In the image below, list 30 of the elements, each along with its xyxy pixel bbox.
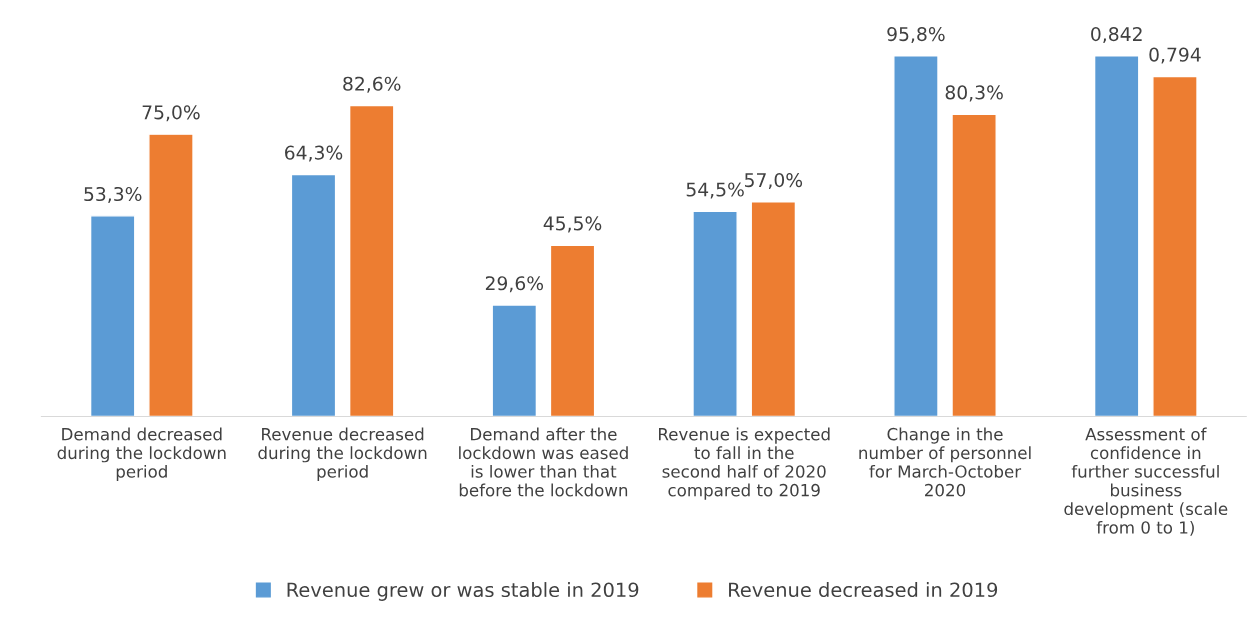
bar (89, 215, 136, 417)
legend-label: Revenue decreased in 2019 (729, 582, 998, 598)
bar (750, 201, 797, 417)
x-tick-label: Revenue is expected to fall in the second half of 2020 compared to 2019 (659, 427, 830, 500)
data-label: 80,3% (945, 85, 1003, 102)
bar (148, 133, 194, 417)
bar (893, 55, 939, 417)
bar (348, 104, 395, 417)
legend-label: Revenue grew or was stable in 2019 (287, 582, 639, 601)
data-label: 0,842 (1091, 26, 1142, 44)
bar (549, 244, 596, 417)
bar (290, 173, 337, 417)
data-label: 75,0% (142, 105, 200, 122)
x-tick-label: Change in the number of personnel for March-October 2020 (859, 427, 1031, 497)
data-label: 0,794 (1149, 47, 1201, 64)
bar (491, 304, 538, 417)
data-label: 53,3% (84, 186, 142, 204)
data-label: 64,3% (285, 145, 343, 162)
x-tick-label: Assessment of confidence in further successful business development (scale from 0 to 1) (1064, 427, 1228, 536)
x-tick-label: Demand after the lockdown was eased is lower than that before the lockdown (459, 427, 628, 497)
data-label: 57,0% (745, 173, 803, 190)
data-label: 54,5% (686, 182, 744, 199)
data-label: 29,6% (485, 276, 544, 293)
data-label: 82,6% (343, 76, 401, 93)
x-tick-label: Demand decreased during the lockdown period (57, 427, 226, 482)
data-label: 95,8% (887, 26, 945, 44)
bar (951, 113, 997, 417)
x-tick-label: Revenue decreased during the lockdown period (258, 427, 427, 482)
bar (692, 210, 738, 417)
data-label: 45,5% (543, 216, 602, 233)
